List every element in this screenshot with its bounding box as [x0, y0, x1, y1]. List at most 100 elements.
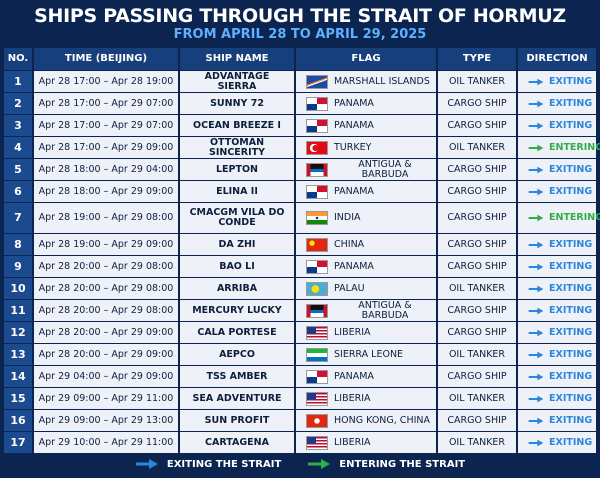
row-number: 2: [4, 93, 32, 114]
ship-name: CMACGM VILA DO CONDE: [180, 203, 294, 233]
arrow-icon: [528, 439, 544, 446]
time-cell: Apr 28 20:00 – Apr 29 09:00: [34, 344, 178, 365]
arrow-icon: [528, 329, 544, 336]
arrow-icon: [308, 459, 331, 469]
direction-label: EXITING: [549, 163, 593, 175]
flag-icon: [306, 74, 328, 89]
direction-label: EXITING: [549, 260, 593, 272]
row-number: 15: [4, 388, 32, 409]
direction-cell: EXITING: [518, 322, 596, 343]
time-cell: Apr 28 17:00 – Apr 29 07:00: [34, 93, 178, 114]
ship-name: ADVANTAGE SIERRA: [180, 71, 294, 92]
arrow-icon: [528, 100, 544, 107]
flag-name: ANTIGUA & BARBUDA: [358, 299, 412, 321]
direction-cell: EXITING: [518, 93, 596, 114]
flag-cell: LIBERIA: [296, 388, 436, 409]
ship-type: CARGO SHIP: [438, 159, 516, 180]
arrow-icon: [528, 241, 544, 248]
ship-name: CARTAGENA: [180, 432, 294, 453]
flag-cell: PANAMA: [296, 93, 436, 114]
ship-type: OIL TANKER: [438, 388, 516, 409]
time-cell: Apr 29 09:00 – Apr 29 11:00: [34, 388, 178, 409]
direction-label: EXITING: [549, 185, 593, 197]
arrow-icon: [528, 417, 544, 424]
arrow-icon: [528, 263, 544, 270]
row-number: 1: [4, 71, 32, 92]
time-cell: Apr 28 20:00 – Apr 29 08:00: [34, 256, 178, 277]
flag-cell: HONG KONG, CHINA: [296, 410, 436, 431]
direction-label: ENTERING: [549, 141, 600, 153]
flag-icon: [306, 96, 328, 111]
arrow-icon: [528, 122, 544, 129]
flag-name: SIERRA LEONE: [334, 348, 404, 360]
flag-icon: [306, 162, 328, 177]
flag-name: INDIA: [334, 212, 361, 224]
row-number: 11: [4, 300, 32, 321]
time-cell: Apr 28 20:00 – Apr 29 08:00: [34, 278, 178, 299]
ship-type: OIL TANKER: [438, 71, 516, 92]
direction-label: EXITING: [549, 238, 593, 250]
ship-type: CARGO SHIP: [438, 203, 516, 233]
ship-name: CALA PORTESE: [180, 322, 294, 343]
direction-cell: EXITING: [518, 300, 596, 321]
flag-icon: [306, 325, 328, 340]
ship-name: OCEAN BREEZE I: [180, 115, 294, 136]
time-cell: Apr 28 18:00 – Apr 29 09:00: [34, 181, 178, 202]
ship-type: CARGO SHIP: [438, 93, 516, 114]
ship-name: BAO LI: [180, 256, 294, 277]
flag-cell: PALAU: [296, 278, 436, 299]
flag-cell: MARSHALL ISLANDS: [296, 71, 436, 92]
direction-cell: EXITING: [518, 278, 596, 299]
flag-name: PANAMA: [334, 119, 374, 131]
row-number: 16: [4, 410, 32, 431]
flag-cell: LIBERIA: [296, 432, 436, 453]
direction-cell: EXITING: [518, 410, 596, 431]
ship-name: SUNNY 72: [180, 93, 294, 114]
header-cell: TYPE: [438, 48, 516, 70]
flag-cell: PANAMA: [296, 366, 436, 387]
direction-label: EXITING: [549, 282, 593, 294]
direction-label: ENTERING: [549, 212, 600, 224]
ship-type: CARGO SHIP: [438, 181, 516, 202]
flag-name: HONG KONG, CHINA: [334, 414, 430, 426]
ship-name: DA ZHI: [180, 234, 294, 255]
row-number: 17: [4, 432, 32, 453]
flag-name: TURKEY: [334, 141, 372, 153]
flag-name: CHINA: [334, 238, 365, 250]
flag-icon: [306, 391, 328, 406]
flag-cell: ANTIGUA & BARBUDA: [296, 300, 436, 321]
direction-cell: EXITING: [518, 344, 596, 365]
direction-label: EXITING: [549, 392, 593, 404]
row-number: 6: [4, 181, 32, 202]
arrow-icon: [528, 373, 544, 380]
flag-name: PANAMA: [334, 97, 374, 109]
flag-cell: SIERRA LEONE: [296, 344, 436, 365]
ship-name: SUN PROFIT: [180, 410, 294, 431]
flag-cell: PANAMA: [296, 181, 436, 202]
ship-name: MERCURY LUCKY: [180, 300, 294, 321]
time-cell: Apr 29 04:00 – Apr 29 09:00: [34, 366, 178, 387]
arrow-icon: [528, 144, 544, 151]
arrow-icon: [528, 285, 544, 292]
direction-label: EXITING: [549, 326, 593, 338]
time-cell: Apr 28 20:00 – Apr 29 08:00: [34, 300, 178, 321]
flag-icon: [306, 118, 328, 133]
ship-type: CARGO SHIP: [438, 300, 516, 321]
direction-label: EXITING: [549, 119, 593, 131]
subtitle: FROM APRIL 28 TO APRIL 29, 2025: [173, 27, 427, 42]
time-cell: Apr 28 19:00 – Apr 29 08:00: [34, 203, 178, 233]
time-cell: Apr 28 17:00 – Apr 29 09:00: [34, 137, 178, 158]
ship-name: OTTOMAN SINCERITY: [180, 137, 294, 158]
flag-icon: [306, 369, 328, 384]
direction-label: EXITING: [549, 75, 593, 87]
ship-type: CARGO SHIP: [438, 322, 516, 343]
direction-label: EXITING: [549, 370, 593, 382]
direction-cell: EXITING: [518, 432, 596, 453]
ship-name: TSS AMBER: [180, 366, 294, 387]
flag-icon: [306, 140, 328, 155]
arrow-icon: [528, 214, 544, 222]
flag-name: PANAMA: [334, 370, 374, 382]
arrow-icon: [135, 459, 158, 469]
ship-type: CARGO SHIP: [438, 234, 516, 255]
